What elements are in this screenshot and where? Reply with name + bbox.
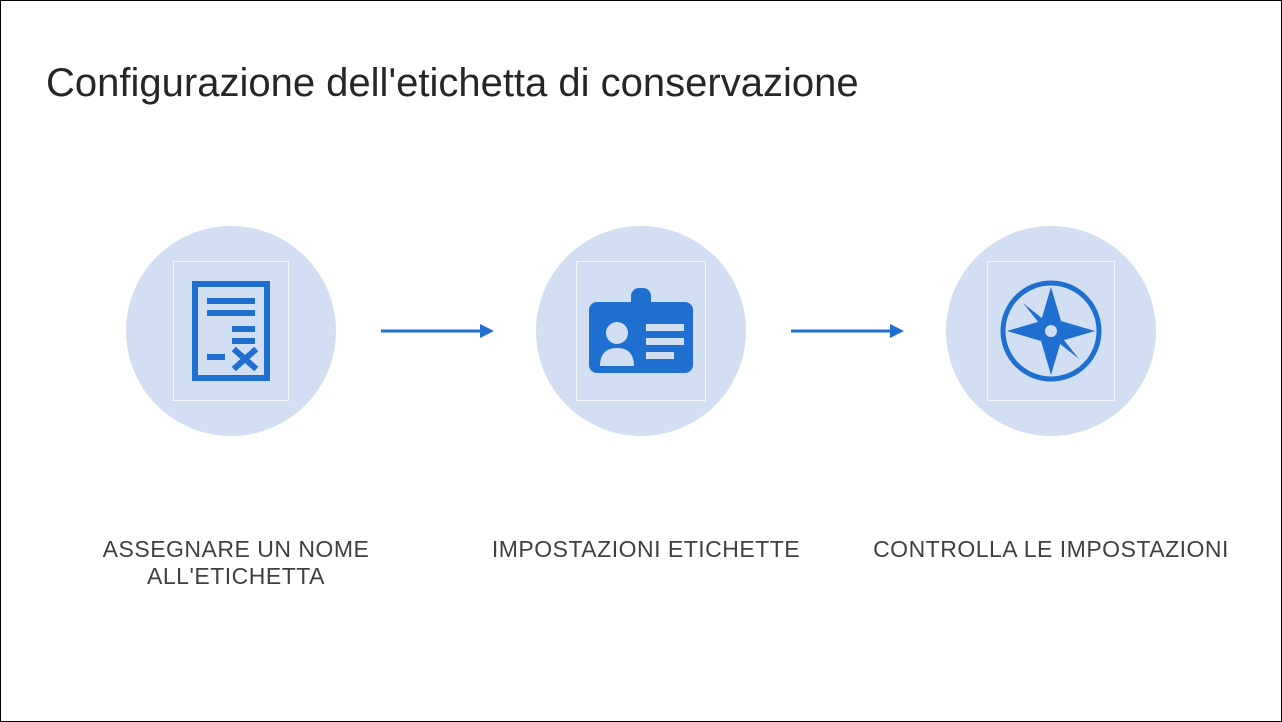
step-3-circle <box>946 226 1156 436</box>
step-labels-row: ASSEGNARE UN NOME ALL'ETICHETTA IMPOSTAZ… <box>1 536 1281 590</box>
process-flow <box>1 226 1281 436</box>
document-x-icon <box>192 281 270 381</box>
slide-frame: Configurazione dell'etichetta di conserv… <box>0 0 1282 722</box>
arrow-1 <box>336 321 536 341</box>
step-1-label: ASSEGNARE UN NOME ALL'ETICHETTA <box>21 536 451 590</box>
icon-frame <box>576 261 706 401</box>
id-badge-icon <box>586 286 696 376</box>
compass-icon <box>999 279 1103 383</box>
icon-frame <box>173 261 289 401</box>
step-2-circle <box>536 226 746 436</box>
step-2 <box>536 226 746 436</box>
slide-title: Configurazione dell'etichetta di conserv… <box>46 61 859 106</box>
step-2-label: IMPOSTAZIONI ETICHETTE <box>451 536 841 590</box>
arrow-2 <box>746 321 946 341</box>
step-1 <box>126 226 336 436</box>
step-3-label: CONTROLLA LE IMPOSTAZIONI <box>841 536 1261 590</box>
icon-frame <box>987 261 1115 401</box>
step-3 <box>946 226 1156 436</box>
step-1-circle <box>126 226 336 436</box>
